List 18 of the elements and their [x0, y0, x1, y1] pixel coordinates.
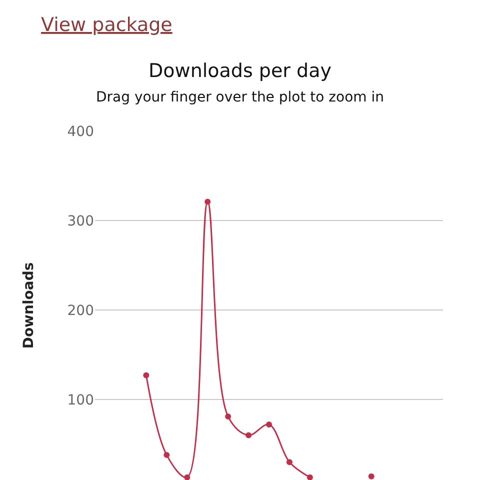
chart-subtitle: Drag your finger over the plot to zoom in: [96, 90, 384, 106]
chart-title: Downloads per day: [148, 60, 332, 82]
point: [246, 432, 252, 438]
point: [286, 459, 292, 466]
y-tick-label: 400: [67, 124, 94, 140]
point: [225, 413, 232, 420]
point: [266, 422, 272, 428]
point: [164, 452, 170, 458]
y-tick-label: 100: [67, 392, 94, 408]
point: [368, 473, 374, 480]
y-axis-title: Downloads: [20, 262, 37, 349]
point: [306, 474, 313, 480]
text: View package: [41, 14, 172, 36]
y-tick-label: 200: [67, 302, 94, 319]
y-tick-label: 300: [67, 213, 94, 230]
point: [143, 372, 150, 378]
point: [204, 198, 211, 205]
point: [184, 474, 190, 480]
